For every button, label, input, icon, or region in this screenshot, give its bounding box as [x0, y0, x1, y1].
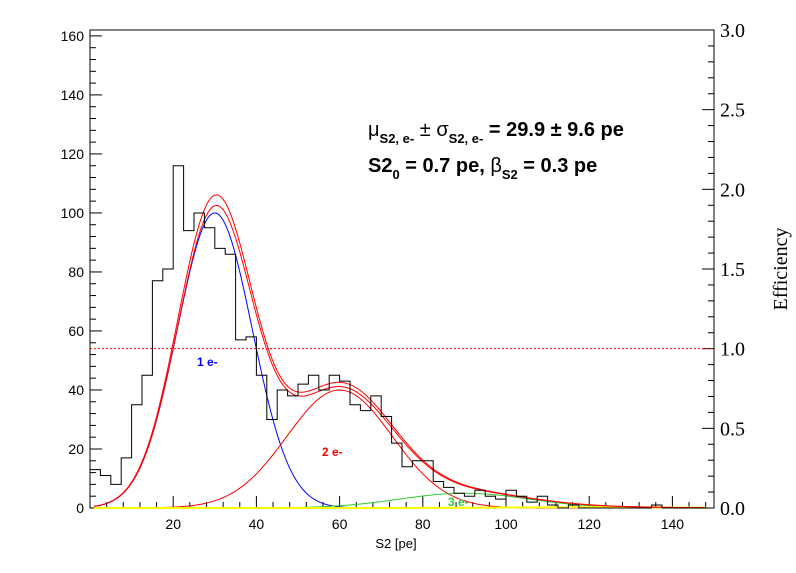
y-tick-label: 40 — [68, 382, 84, 398]
fit-curve-4e — [94, 506, 706, 509]
beta-subscript: S2 — [502, 167, 518, 182]
fit-curves — [94, 194, 706, 509]
y2-tick-label: 0.0 — [720, 498, 745, 520]
total-fit-curve-1 — [94, 204, 706, 509]
y-tick-label: 160 — [61, 28, 85, 44]
y-tick-label: 0 — [76, 500, 84, 516]
s2-subscript: 0 — [392, 167, 399, 182]
beta-symbol: β — [490, 155, 502, 177]
y2-tick-label: 3.0 — [720, 20, 745, 42]
beta-value: = 0.3 pe — [518, 155, 598, 177]
x-axis-label: S2 [pe] — [375, 536, 416, 551]
efficiency-axis: 0.0 0.5 1.0 1.5 2.0 2.5 3.0 — [702, 20, 745, 520]
s2-value: = 0.7 pe, — [400, 155, 491, 177]
y2-tick-label: 2.0 — [720, 179, 745, 201]
sigma-symbol: σ — [436, 119, 449, 141]
y-tick-label: 20 — [68, 441, 84, 457]
x-tick-label: 20 — [165, 516, 181, 532]
series-label-2e: 2 e- — [322, 445, 343, 459]
x-tick-label: 100 — [494, 516, 518, 532]
plus-minus: ± — [414, 119, 436, 141]
mu-subscript: S2, e- — [380, 131, 415, 146]
y-tick-label: 80 — [68, 264, 84, 280]
y2-tick-label: 0.5 — [720, 418, 745, 440]
mu-symbol: μ — [368, 119, 380, 141]
fit-curve-1e — [94, 212, 706, 509]
sigma-subscript: S2, e- — [449, 131, 484, 146]
gain-value: = 29.9 ± 9.6 pe — [483, 119, 624, 141]
total-fit-curve-2 — [94, 194, 706, 509]
y-tick-label: 120 — [61, 146, 85, 162]
fit-result-line-1: μS2, e- ± σS2, e- = 29.9 ± 9.6 pe — [368, 119, 624, 146]
fit-curve-2e — [94, 389, 706, 509]
histogram-outline — [90, 165, 714, 509]
y2-tick-label: 1.0 — [720, 339, 745, 361]
x-tick-label: 40 — [249, 516, 265, 532]
efficiency-axis-label: Efficiency — [770, 228, 792, 311]
s2-symbol: S2 — [368, 155, 392, 177]
y2-tick-label: 1.5 — [720, 259, 745, 281]
plot-frame — [89, 29, 715, 509]
x-axis: 20 40 60 80 100 120 140 — [89, 496, 707, 532]
y2-tick-label: 2.5 — [720, 100, 745, 122]
y-tick-label: 100 — [61, 205, 85, 221]
y-tick-label: 140 — [61, 87, 85, 103]
y-axis: 0 20 40 60 80 100 120 140 160 — [61, 28, 102, 516]
x-tick-label: 80 — [415, 516, 431, 532]
series-label-1e: 1 e- — [197, 355, 218, 369]
fit-result-line-2: S20 = 0.7 pe, βS2 = 0.3 pe — [368, 155, 597, 182]
x-tick-label: 120 — [578, 516, 602, 532]
x-tick-label: 60 — [332, 516, 348, 532]
x-tick-label: 140 — [661, 516, 685, 532]
series-label-3e: 3 e- — [448, 495, 469, 509]
y-tick-label: 60 — [68, 323, 84, 339]
